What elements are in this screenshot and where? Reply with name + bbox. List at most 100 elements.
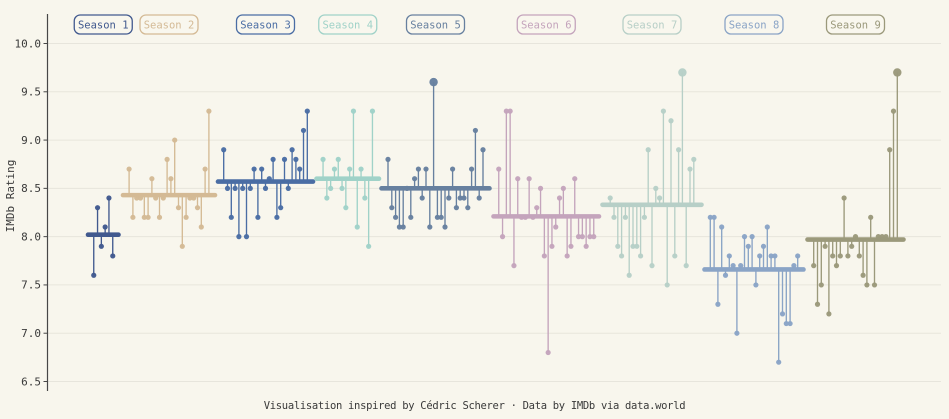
episode-rating-dot	[526, 176, 532, 182]
episode-rating-dot	[864, 282, 870, 288]
episode-rating-dot	[94, 205, 101, 211]
episode-rating-dot	[764, 224, 770, 230]
episode-rating-dot	[320, 156, 326, 162]
episode-rating-dot	[615, 243, 621, 249]
season-badge	[139, 14, 199, 35]
episode-rating-dot	[247, 185, 253, 191]
y-tick-label: 7.5	[21, 279, 41, 292]
episode-rating-dot	[668, 118, 674, 124]
y-tick-label: 9.5	[21, 86, 41, 99]
episode-rating-dot	[400, 224, 406, 230]
season-badge-label: Season 2	[144, 20, 195, 32]
episode-rating-dot	[871, 282, 878, 288]
episode-rating-dot	[545, 349, 551, 356]
episode-rating-dot	[726, 253, 732, 259]
episode-rating-dot	[110, 253, 116, 259]
episode-rating-dot	[419, 195, 425, 201]
episode-rating-dot	[98, 243, 104, 249]
episode-rating-dot	[707, 214, 713, 220]
episode-rating-dot	[856, 253, 862, 259]
episode-rating-dot	[130, 214, 136, 220]
episode-rating-dot	[293, 156, 299, 162]
episode-rating-dot	[678, 68, 687, 77]
episode-rating-dot	[676, 147, 682, 153]
gridlines-group	[47, 43, 941, 382]
episode-rating-dot	[289, 147, 295, 153]
episode-rating-dot	[404, 185, 410, 191]
episode-rating-dot	[297, 166, 303, 172]
episode-rating-dot	[350, 108, 357, 114]
episode-rating-dot	[438, 214, 444, 220]
episode-rating-dot	[795, 253, 801, 259]
episode-rating-dot	[236, 234, 242, 240]
season-badge-label: Season 3	[240, 20, 291, 32]
episode-rating-dot	[179, 243, 185, 249]
episode-rating-dot	[412, 176, 418, 182]
episode-rating-dot	[638, 253, 644, 259]
episode-rating-dot	[619, 253, 625, 259]
episode-rating-dot	[172, 137, 178, 143]
episode-rating-dot	[331, 166, 338, 172]
episode-rating-dot	[408, 214, 414, 220]
episode-rating-dot	[515, 176, 521, 182]
y-tick-label: 9.0	[21, 134, 41, 147]
episode-rating-dot	[362, 195, 368, 201]
season-badge	[405, 14, 466, 35]
episode-rating-dot	[568, 243, 574, 249]
episode-rating-dot	[860, 272, 866, 278]
episode-rating-dot	[224, 185, 231, 191]
episode-rating-dot	[423, 166, 429, 172]
episode-rating-dot	[499, 234, 506, 240]
dots-group	[91, 68, 902, 365]
season-badge-label: Season 1	[78, 20, 129, 32]
episode-rating-dot	[385, 156, 391, 162]
season-badge-label: Season 8	[729, 20, 780, 32]
episode-rating-dot	[830, 253, 836, 259]
y-tick-label: 8.5	[21, 182, 41, 195]
episode-rating-dot	[393, 214, 399, 220]
episode-rating-dot	[749, 234, 755, 240]
episode-rating-dot	[833, 263, 840, 269]
season-badge-label: Season 4	[322, 20, 373, 32]
episode-rating-dot	[472, 127, 478, 134]
episode-rating-dot	[429, 77, 438, 87]
episode-rating-dot	[232, 185, 238, 191]
episode-rating-dot	[259, 166, 265, 172]
episode-rating-dot	[266, 176, 272, 182]
episode-rating-dot	[358, 166, 364, 172]
episode-rating-dot	[826, 311, 832, 317]
y-tick-label: 7.0	[21, 327, 41, 340]
episode-rating-dot	[457, 195, 463, 201]
episode-rating-dot	[191, 195, 197, 201]
episode-rating-dot	[575, 234, 582, 240]
episode-rating-dot	[645, 147, 651, 153]
episode-rating-dot	[251, 166, 257, 172]
episode-rating-dot	[343, 205, 349, 211]
episode-rating-dot	[469, 166, 475, 172]
episode-rating-dot	[556, 195, 563, 201]
y-tick-label: 6.5	[21, 375, 41, 388]
episode-rating-dot	[518, 214, 525, 220]
episode-rating-dot	[893, 68, 902, 77]
episode-rating-dot	[657, 195, 663, 201]
episode-rating-dot	[206, 108, 212, 114]
season-badge	[73, 14, 133, 35]
episode-rating-dot	[149, 176, 155, 182]
episode-rating-dot	[255, 214, 261, 220]
episode-rating-dot	[687, 166, 693, 172]
episode-rating-dot	[453, 205, 459, 211]
episode-rating-dot	[587, 234, 593, 240]
episode-rating-dot	[611, 214, 617, 220]
episode-rating-dot	[339, 185, 345, 191]
episode-rating-dot	[534, 205, 540, 211]
episode-rating-dot	[560, 185, 566, 191]
y-axis-group: 10.0 9.5 9.0 8.5 8.0 7.5 7.0 6.5 IMDb Rating	[4, 14, 49, 391]
episode-rating-dot	[522, 214, 528, 220]
episode-rating-dot	[530, 214, 536, 220]
episode-rating-dot	[852, 234, 859, 240]
episode-rating-dot	[622, 214, 629, 220]
season-badge	[724, 14, 784, 35]
episode-rating-dot	[738, 263, 744, 269]
season-badge-label: Season 9	[830, 20, 881, 32]
